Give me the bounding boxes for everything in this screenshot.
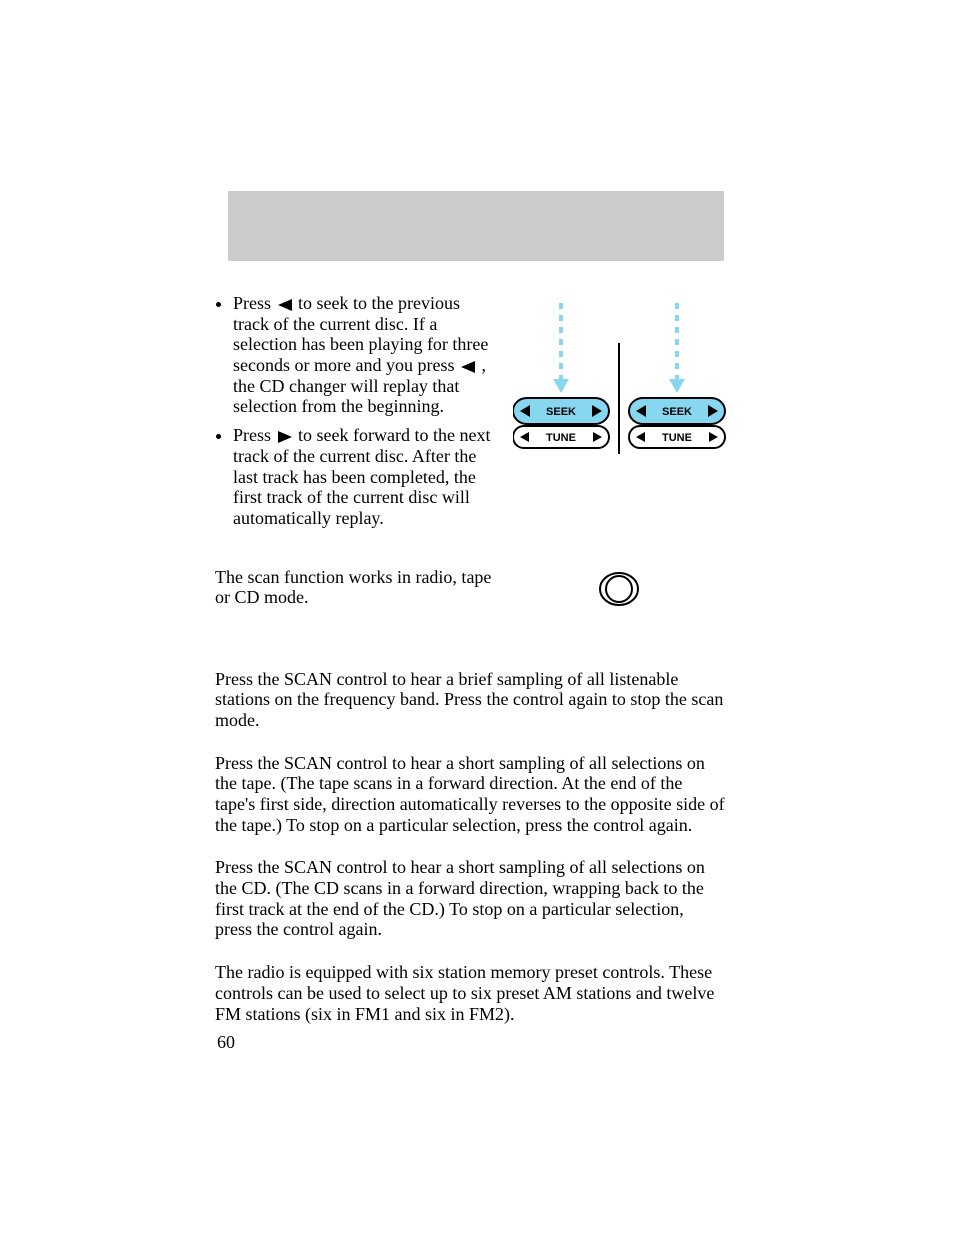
- bullet1-a: Press: [233, 293, 271, 313]
- seek-bullets: Press to seek to the previous track of t…: [215, 293, 495, 537]
- triangle-right-icon: [276, 430, 294, 444]
- svg-text:TUNE: TUNE: [662, 432, 692, 444]
- svg-text:SEEK: SEEK: [546, 406, 576, 418]
- scan-para-radio: Press the SCAN control to hear a brief s…: [215, 669, 725, 731]
- scan-intro: The scan function works in radio, tape o…: [215, 567, 495, 608]
- scan-button-figure: [589, 567, 649, 611]
- header-banner: [228, 191, 724, 261]
- bullet2-a: Press: [233, 425, 271, 445]
- preset-para: The radio is equipped with six station m…: [215, 962, 725, 1024]
- svg-text:TUNE: TUNE: [546, 432, 576, 444]
- triangle-left-icon: [459, 360, 477, 374]
- svg-text:SEEK: SEEK: [662, 406, 692, 418]
- page-number: 60: [217, 1032, 235, 1053]
- bullet1-b: to seek to the previous track of the cur…: [233, 293, 488, 375]
- bullet2-b: to seek forward to the next track of the…: [233, 425, 490, 528]
- scan-para-tape: Press the SCAN control to hear a short s…: [215, 753, 725, 836]
- seek-tune-figure: SEEK TUNE SEEK TUNE: [513, 293, 743, 463]
- triangle-left-icon: [276, 298, 294, 312]
- scan-para-cd: Press the SCAN control to hear a short s…: [215, 857, 725, 940]
